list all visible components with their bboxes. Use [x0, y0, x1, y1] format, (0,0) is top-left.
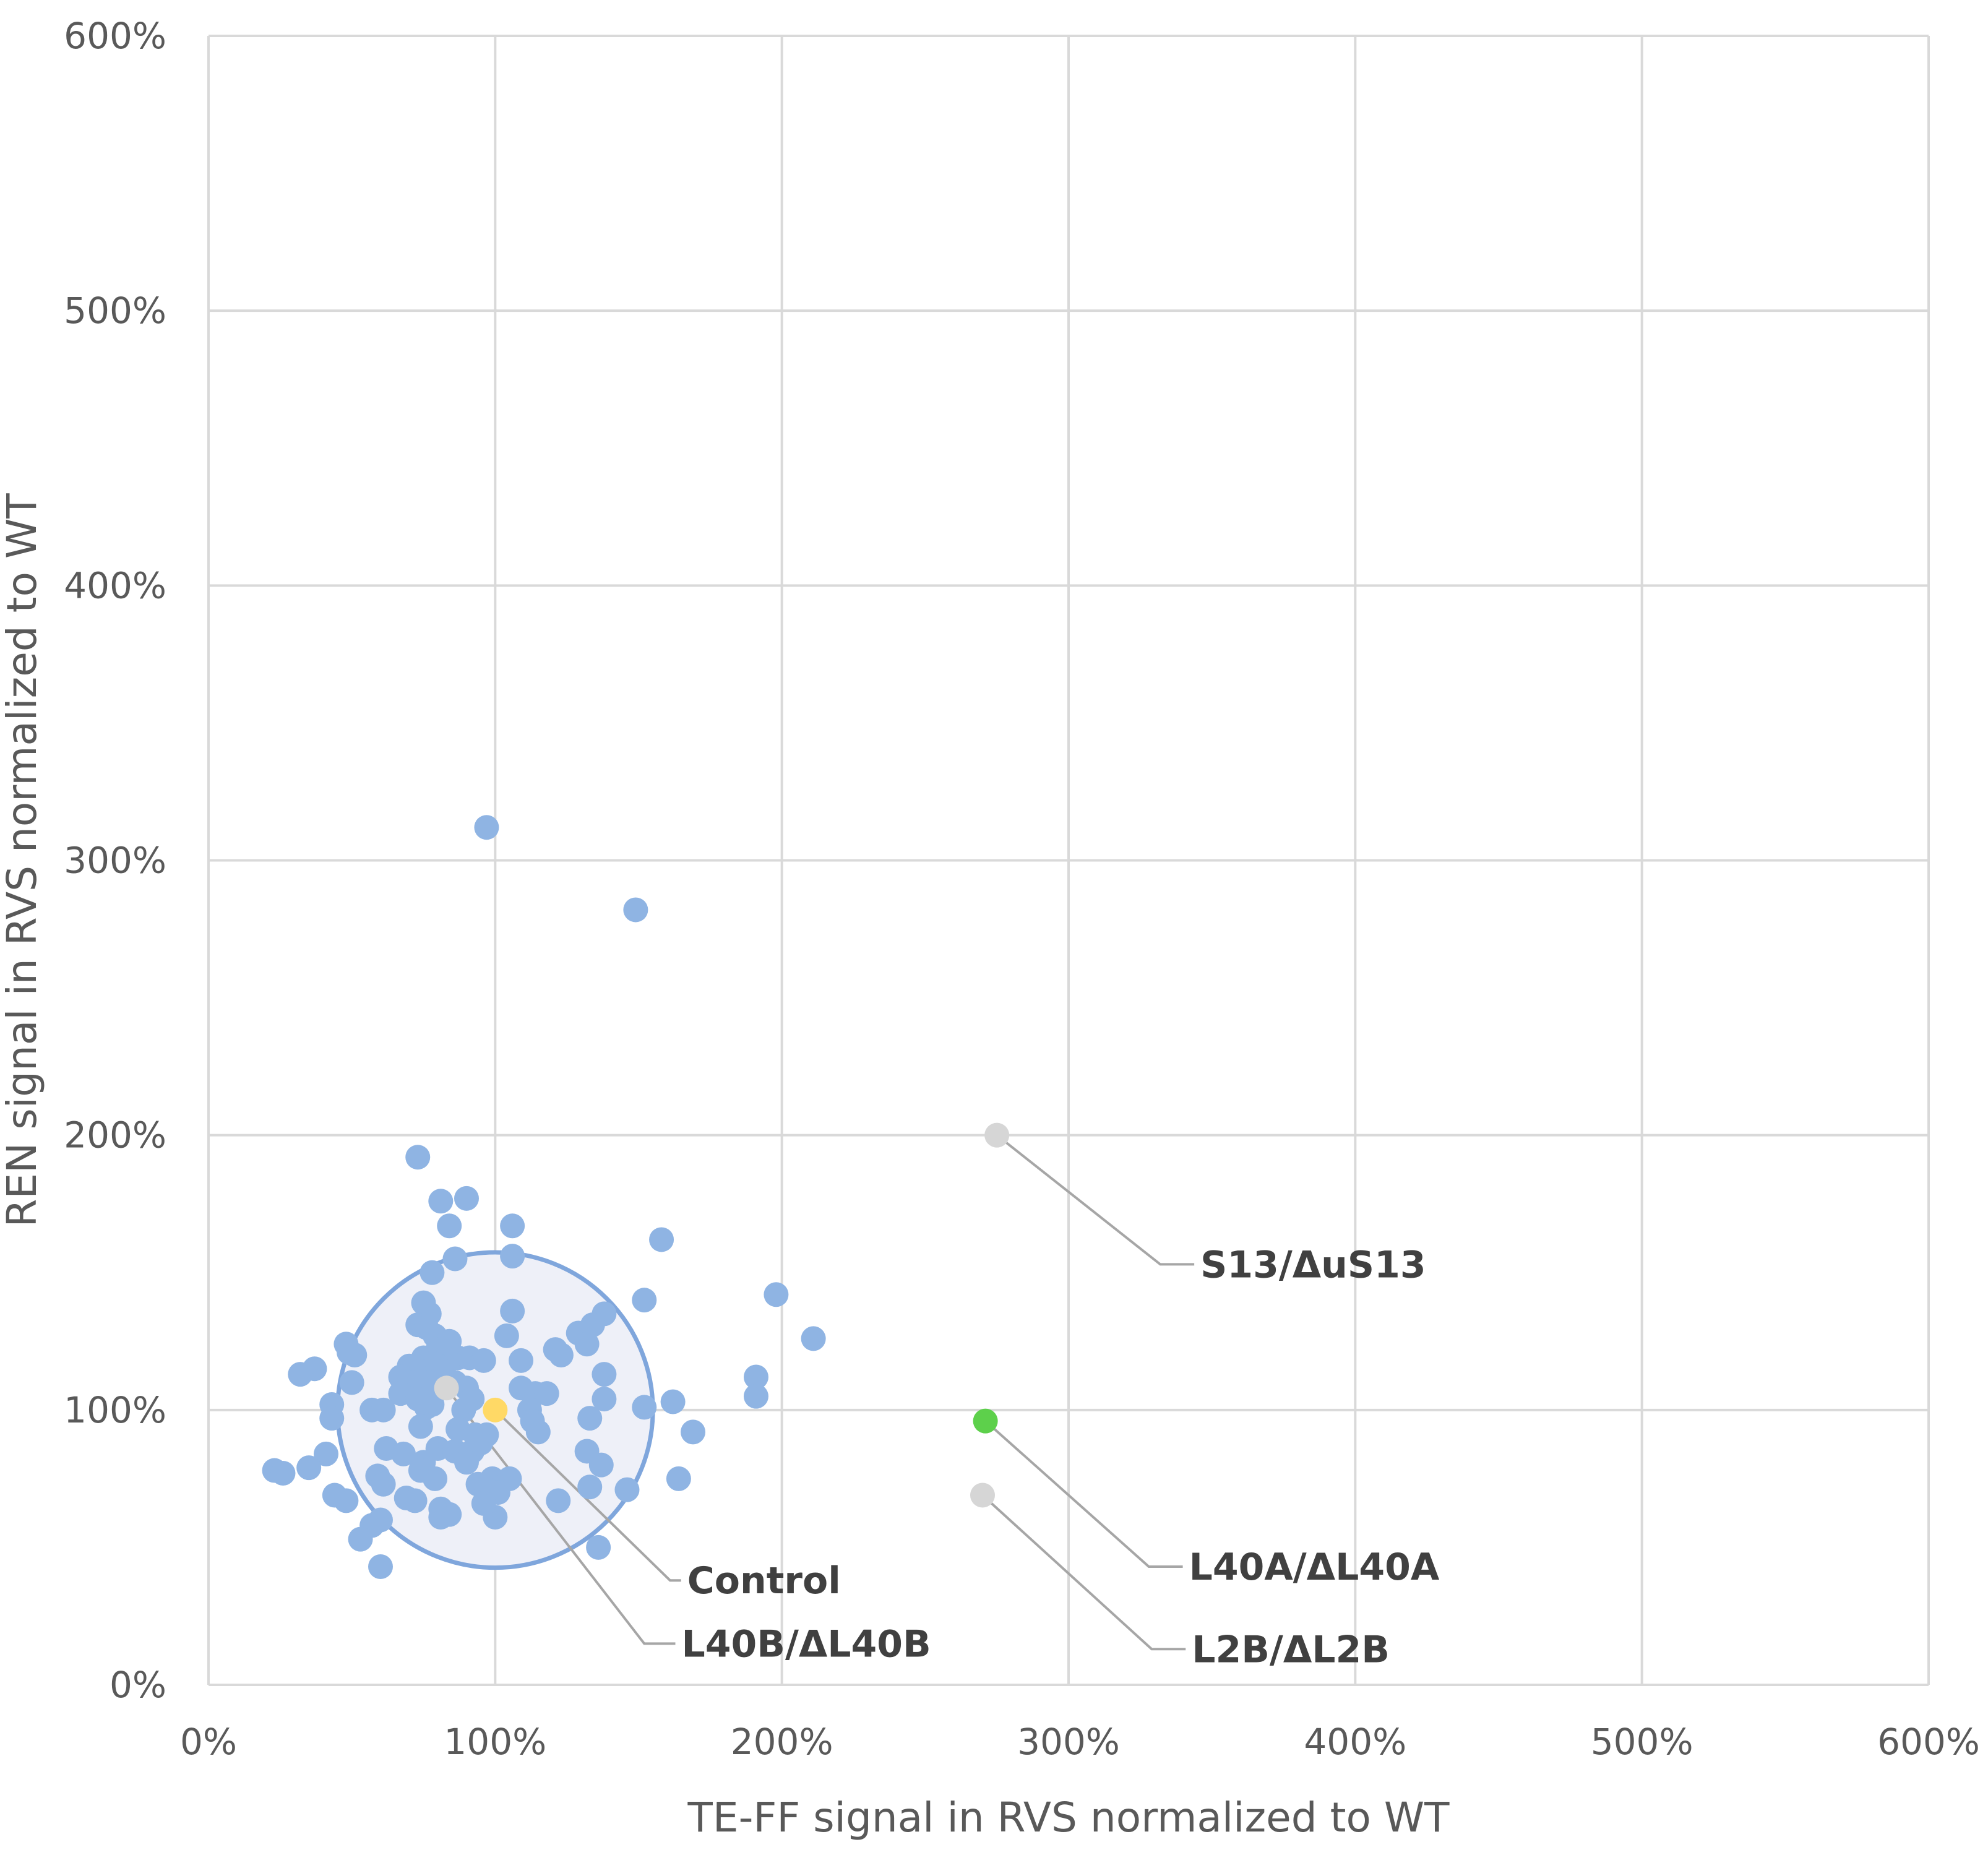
- data-point: [471, 1491, 496, 1516]
- y-tick-label: 200%: [64, 1114, 166, 1156]
- data-point: [743, 1384, 768, 1409]
- y-tick-label: 300%: [64, 840, 166, 882]
- data-point: [348, 1526, 373, 1552]
- data-point: [574, 1332, 600, 1357]
- data-point: [428, 1505, 454, 1530]
- y-tick-label: 600%: [64, 15, 166, 57]
- data-point: [313, 1441, 338, 1466]
- data-point: [337, 1340, 362, 1365]
- x-tick-label: 100%: [444, 1721, 546, 1763]
- data-point: [500, 1213, 525, 1239]
- highlight-point: [434, 1375, 459, 1401]
- annotation-label: L2B/ΔL2B: [1192, 1628, 1390, 1671]
- x-tick-label: 300%: [1017, 1721, 1120, 1763]
- y-tick-label: 500%: [64, 290, 166, 332]
- annotation-leader: [494, 1409, 681, 1582]
- x-tick-label: 400%: [1304, 1721, 1406, 1763]
- data-point: [623, 897, 648, 923]
- highlight-point: [984, 1122, 1010, 1148]
- data-point: [743, 1364, 768, 1390]
- y-tick-label: 400%: [64, 564, 166, 606]
- x-tick-label: 500%: [1591, 1721, 1693, 1763]
- highlight-point: [970, 1483, 995, 1508]
- data-point: [546, 1488, 571, 1513]
- data-point: [660, 1389, 686, 1414]
- data-point: [371, 1471, 396, 1497]
- data-point: [333, 1488, 359, 1513]
- data-point: [420, 1260, 445, 1285]
- data-point: [454, 1450, 479, 1475]
- data-point: [371, 1397, 396, 1422]
- annotation-leader: [996, 1134, 1195, 1266]
- data-point: [592, 1362, 617, 1387]
- y-tick-label: 0%: [110, 1664, 166, 1706]
- data-point: [270, 1460, 296, 1486]
- x-axis-title: TE-FF signal in RVS normalized to WT: [687, 1794, 1450, 1841]
- gridlines: [207, 35, 1930, 1686]
- data-point: [437, 1213, 462, 1239]
- x-tick-label: 0%: [180, 1721, 237, 1763]
- data-point: [408, 1414, 433, 1439]
- annotation-label: L40B/ΔL40B: [682, 1622, 931, 1666]
- annotation-leader: [981, 1494, 1186, 1651]
- x-tick-label: 600%: [1877, 1721, 1980, 1763]
- annotation-leaders: [445, 1134, 1195, 1651]
- data-point: [423, 1466, 448, 1491]
- annotation-leader: [984, 1420, 1183, 1569]
- data-point: [500, 1244, 525, 1269]
- data-point: [543, 1337, 568, 1362]
- data-point: [414, 1395, 439, 1420]
- data-point: [319, 1406, 345, 1431]
- data-point: [442, 1246, 468, 1272]
- annotation-label: L40A/ΔL40A: [1189, 1546, 1440, 1589]
- highlight-point: [973, 1408, 998, 1434]
- y-tick-label: 100%: [64, 1389, 166, 1431]
- data-point: [586, 1534, 611, 1560]
- data-point: [764, 1282, 789, 1307]
- y-axis-title: REN signal in RVS normalized to WT: [0, 493, 46, 1228]
- data-point: [534, 1381, 559, 1406]
- data-point: [577, 1474, 603, 1500]
- data-point: [801, 1326, 826, 1351]
- data-point: [405, 1145, 431, 1170]
- data-point: [451, 1397, 476, 1422]
- data-point: [632, 1288, 657, 1313]
- data-point: [614, 1477, 640, 1502]
- annotation-label: Control: [687, 1559, 841, 1603]
- data-point: [649, 1227, 674, 1252]
- data-point: [468, 1431, 494, 1456]
- data-point: [500, 1298, 525, 1323]
- data-point: [368, 1554, 393, 1580]
- data-point: [681, 1419, 706, 1445]
- data-point: [666, 1466, 691, 1491]
- data-point: [494, 1323, 519, 1348]
- tick-labels: 0% 100% 200% 300% 400% 500% 600% 0% 100% 200% 300%…: [64, 15, 1980, 1763]
- data-point: [509, 1348, 534, 1373]
- data-point: [632, 1395, 657, 1420]
- data-point: [339, 1370, 364, 1395]
- data-point: [577, 1406, 603, 1431]
- data-point: [428, 1189, 454, 1214]
- data-point: [474, 815, 499, 840]
- data-point: [288, 1362, 313, 1387]
- x-tick-label: 200%: [731, 1721, 833, 1763]
- data-point: [592, 1387, 617, 1412]
- annotation-label: S13/ΔuS13: [1200, 1243, 1426, 1286]
- annotation-labels: S13/ΔuS13 Control L40B/ΔL40B L40A/ΔL40A L2B/…: [682, 1243, 1440, 1671]
- data-point: [525, 1419, 551, 1445]
- data-point: [454, 1186, 479, 1211]
- data-point: [296, 1455, 322, 1481]
- data-point: [402, 1488, 428, 1513]
- data-points: [262, 815, 1010, 1580]
- data-point: [391, 1441, 416, 1466]
- data-point: [471, 1348, 496, 1373]
- highlight-point: [483, 1397, 508, 1422]
- data-point: [588, 1452, 614, 1478]
